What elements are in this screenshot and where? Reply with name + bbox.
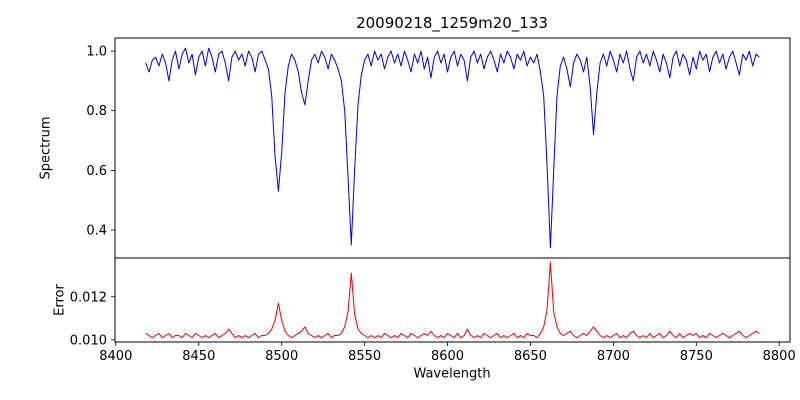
error-axis-label: Error <box>52 284 68 316</box>
y-tick-label: 0.010 <box>70 333 107 348</box>
x-tick-label: 8600 <box>431 349 464 364</box>
error-line <box>145 261 760 339</box>
x-tick-label: 8450 <box>182 349 215 364</box>
x-tick-label: 8500 <box>265 349 298 364</box>
wavelength-axis-label: Wavelength <box>413 366 491 382</box>
x-tick-label: 8400 <box>99 349 132 364</box>
x-tick-label: 8750 <box>680 349 713 364</box>
x-tick-label: 8700 <box>597 349 630 364</box>
y-tick-label: 0.012 <box>70 290 107 305</box>
spectrum-line <box>145 47 760 249</box>
y-tick-label: 1.0 <box>86 45 107 60</box>
y-tick-label: 0.4 <box>86 224 107 239</box>
spectrum-axis-label: Spectrum <box>38 116 54 180</box>
x-tick-label: 8550 <box>348 349 381 364</box>
x-tick-label: 8800 <box>763 349 796 364</box>
chart-title: 20090218_1259m20_133 <box>356 14 548 32</box>
y-tick-label: 0.6 <box>86 164 107 179</box>
y-tick-label: 0.8 <box>86 104 107 119</box>
x-tick-label: 8650 <box>514 349 547 364</box>
panel-border <box>114 257 791 343</box>
